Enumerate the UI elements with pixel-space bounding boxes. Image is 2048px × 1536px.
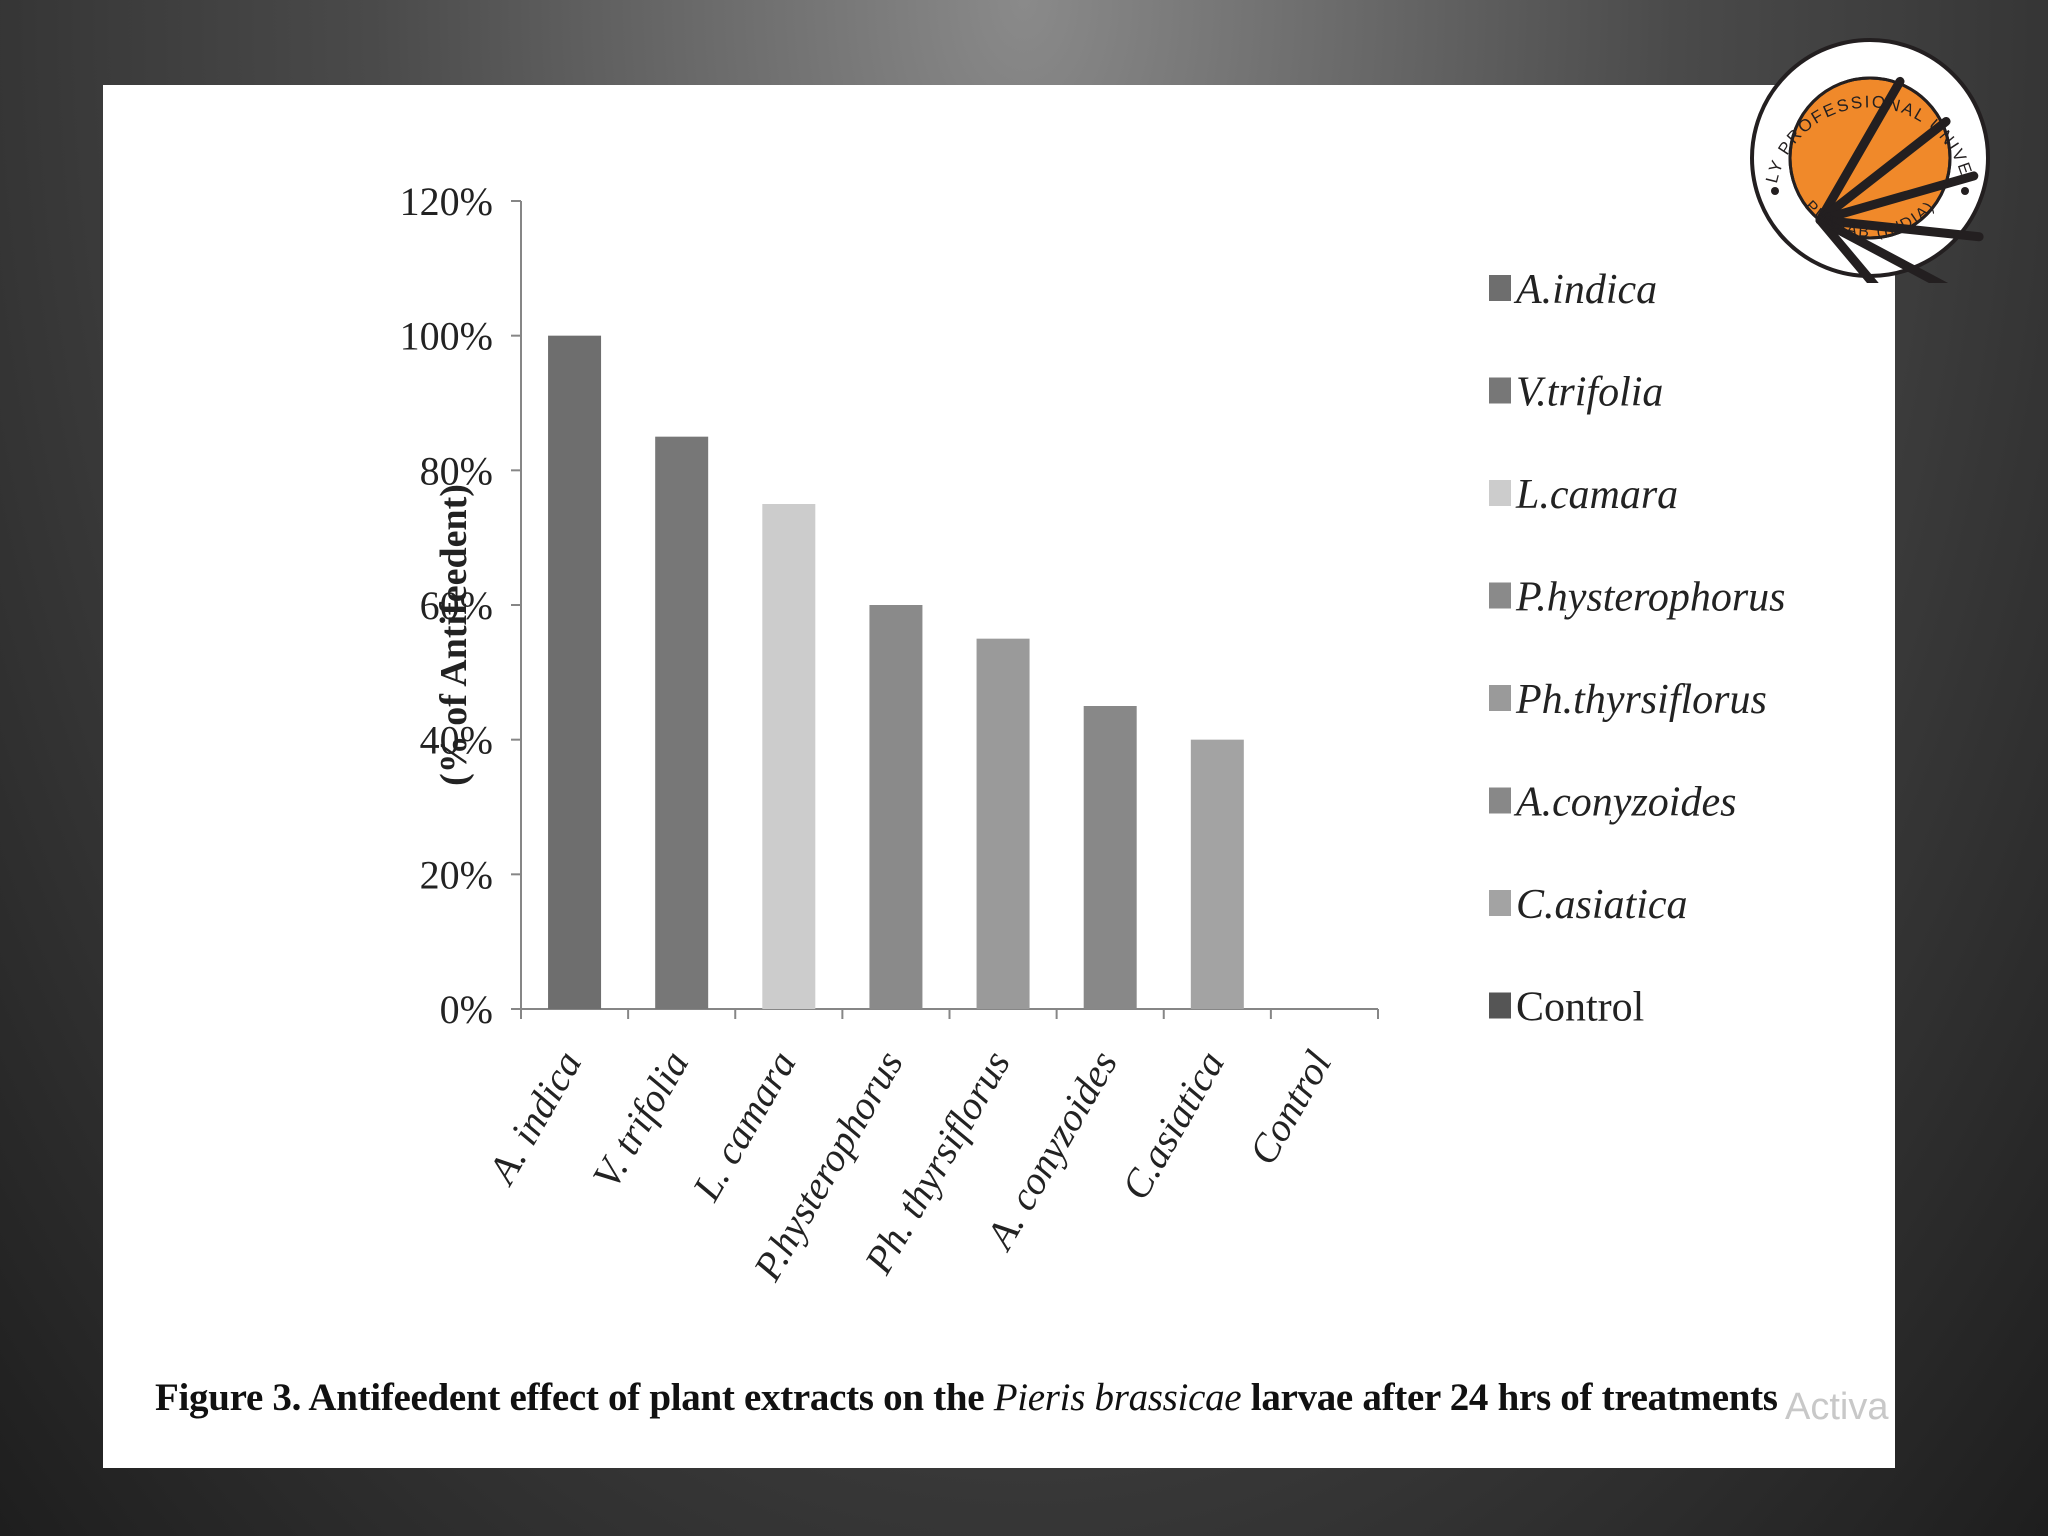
bar-chart: 0% 20% 40% 60% 80% 100% 120% (% of Antifeedent)…	[400, 179, 1786, 1289]
bar-p-hysterophorus	[869, 605, 923, 1009]
bar-c-asiatica	[1190, 739, 1244, 1009]
bar-a-indica	[548, 335, 602, 1009]
x-tick-label: C.asiatica	[1112, 1043, 1233, 1207]
y-axis-title: (% of Antifeedent)	[433, 484, 475, 786]
legend-swatch	[1489, 582, 1511, 609]
x-tick-label: V. trifolia	[583, 1043, 697, 1196]
bar-v-trifolia	[655, 436, 709, 1010]
legend-label: Ph.thyrsiflorus	[1515, 677, 1767, 723]
logo-rays	[1815, 76, 1984, 283]
legend-swatch	[1489, 787, 1511, 814]
bar-l-camara	[762, 504, 816, 1009]
bar-a-conyzoides	[1083, 706, 1137, 1009]
university-logo: LOVELY PROFESSIONAL UNIVERSITYPUNJAB (IN…	[1745, 33, 1990, 283]
legend-label: A.indica	[1513, 267, 1657, 313]
legend-swatch	[1489, 480, 1511, 506]
legend-label: V.trifolia	[1516, 370, 1663, 416]
y-tick-label: 100%	[400, 314, 493, 359]
legend-swatch	[1489, 275, 1511, 301]
y-tick-label: 120%	[400, 179, 493, 224]
y-tick-label: 60%	[420, 583, 493, 628]
legend-swatch	[1489, 685, 1511, 711]
legend-label: C.asiatica	[1516, 882, 1688, 928]
caption-suffix: larvae after 24 hrs of treatments	[1241, 1376, 1778, 1419]
x-tick-label: A. indica	[478, 1043, 591, 1193]
y-tick-label: 0%	[440, 987, 493, 1032]
legend-label: A.conyzoides	[1513, 780, 1736, 826]
legend-swatch	[1489, 992, 1511, 1019]
activation-watermark: Activa	[1785, 1386, 1889, 1428]
legend-swatch	[1489, 890, 1511, 916]
figure-caption: Figure 3. Antifeedent effect of plant ex…	[155, 1375, 1895, 1420]
slide-panel: 0% 20% 40% 60% 80% 100% 120% (% of Antifeedent)…	[103, 85, 1895, 1468]
y-tick-label: 20%	[420, 852, 493, 897]
x-tick-label: L. camara	[683, 1043, 805, 1209]
legend-label: P.hysterophorus	[1515, 575, 1786, 621]
legend-label: L.camara	[1515, 472, 1678, 518]
y-tick-label: 80%	[420, 448, 493, 493]
bar-ph-thyrsiflorus	[976, 638, 1030, 1009]
y-tick-label: 40%	[420, 718, 493, 763]
legend-label: Control	[1516, 985, 1644, 1031]
caption-species: Pieris brassicae	[993, 1376, 1242, 1419]
x-tick-label: Control	[1240, 1043, 1340, 1172]
caption-prefix: Figure 3. Antifeedent effect of plant ex…	[155, 1376, 994, 1419]
legend-swatch	[1489, 377, 1511, 404]
